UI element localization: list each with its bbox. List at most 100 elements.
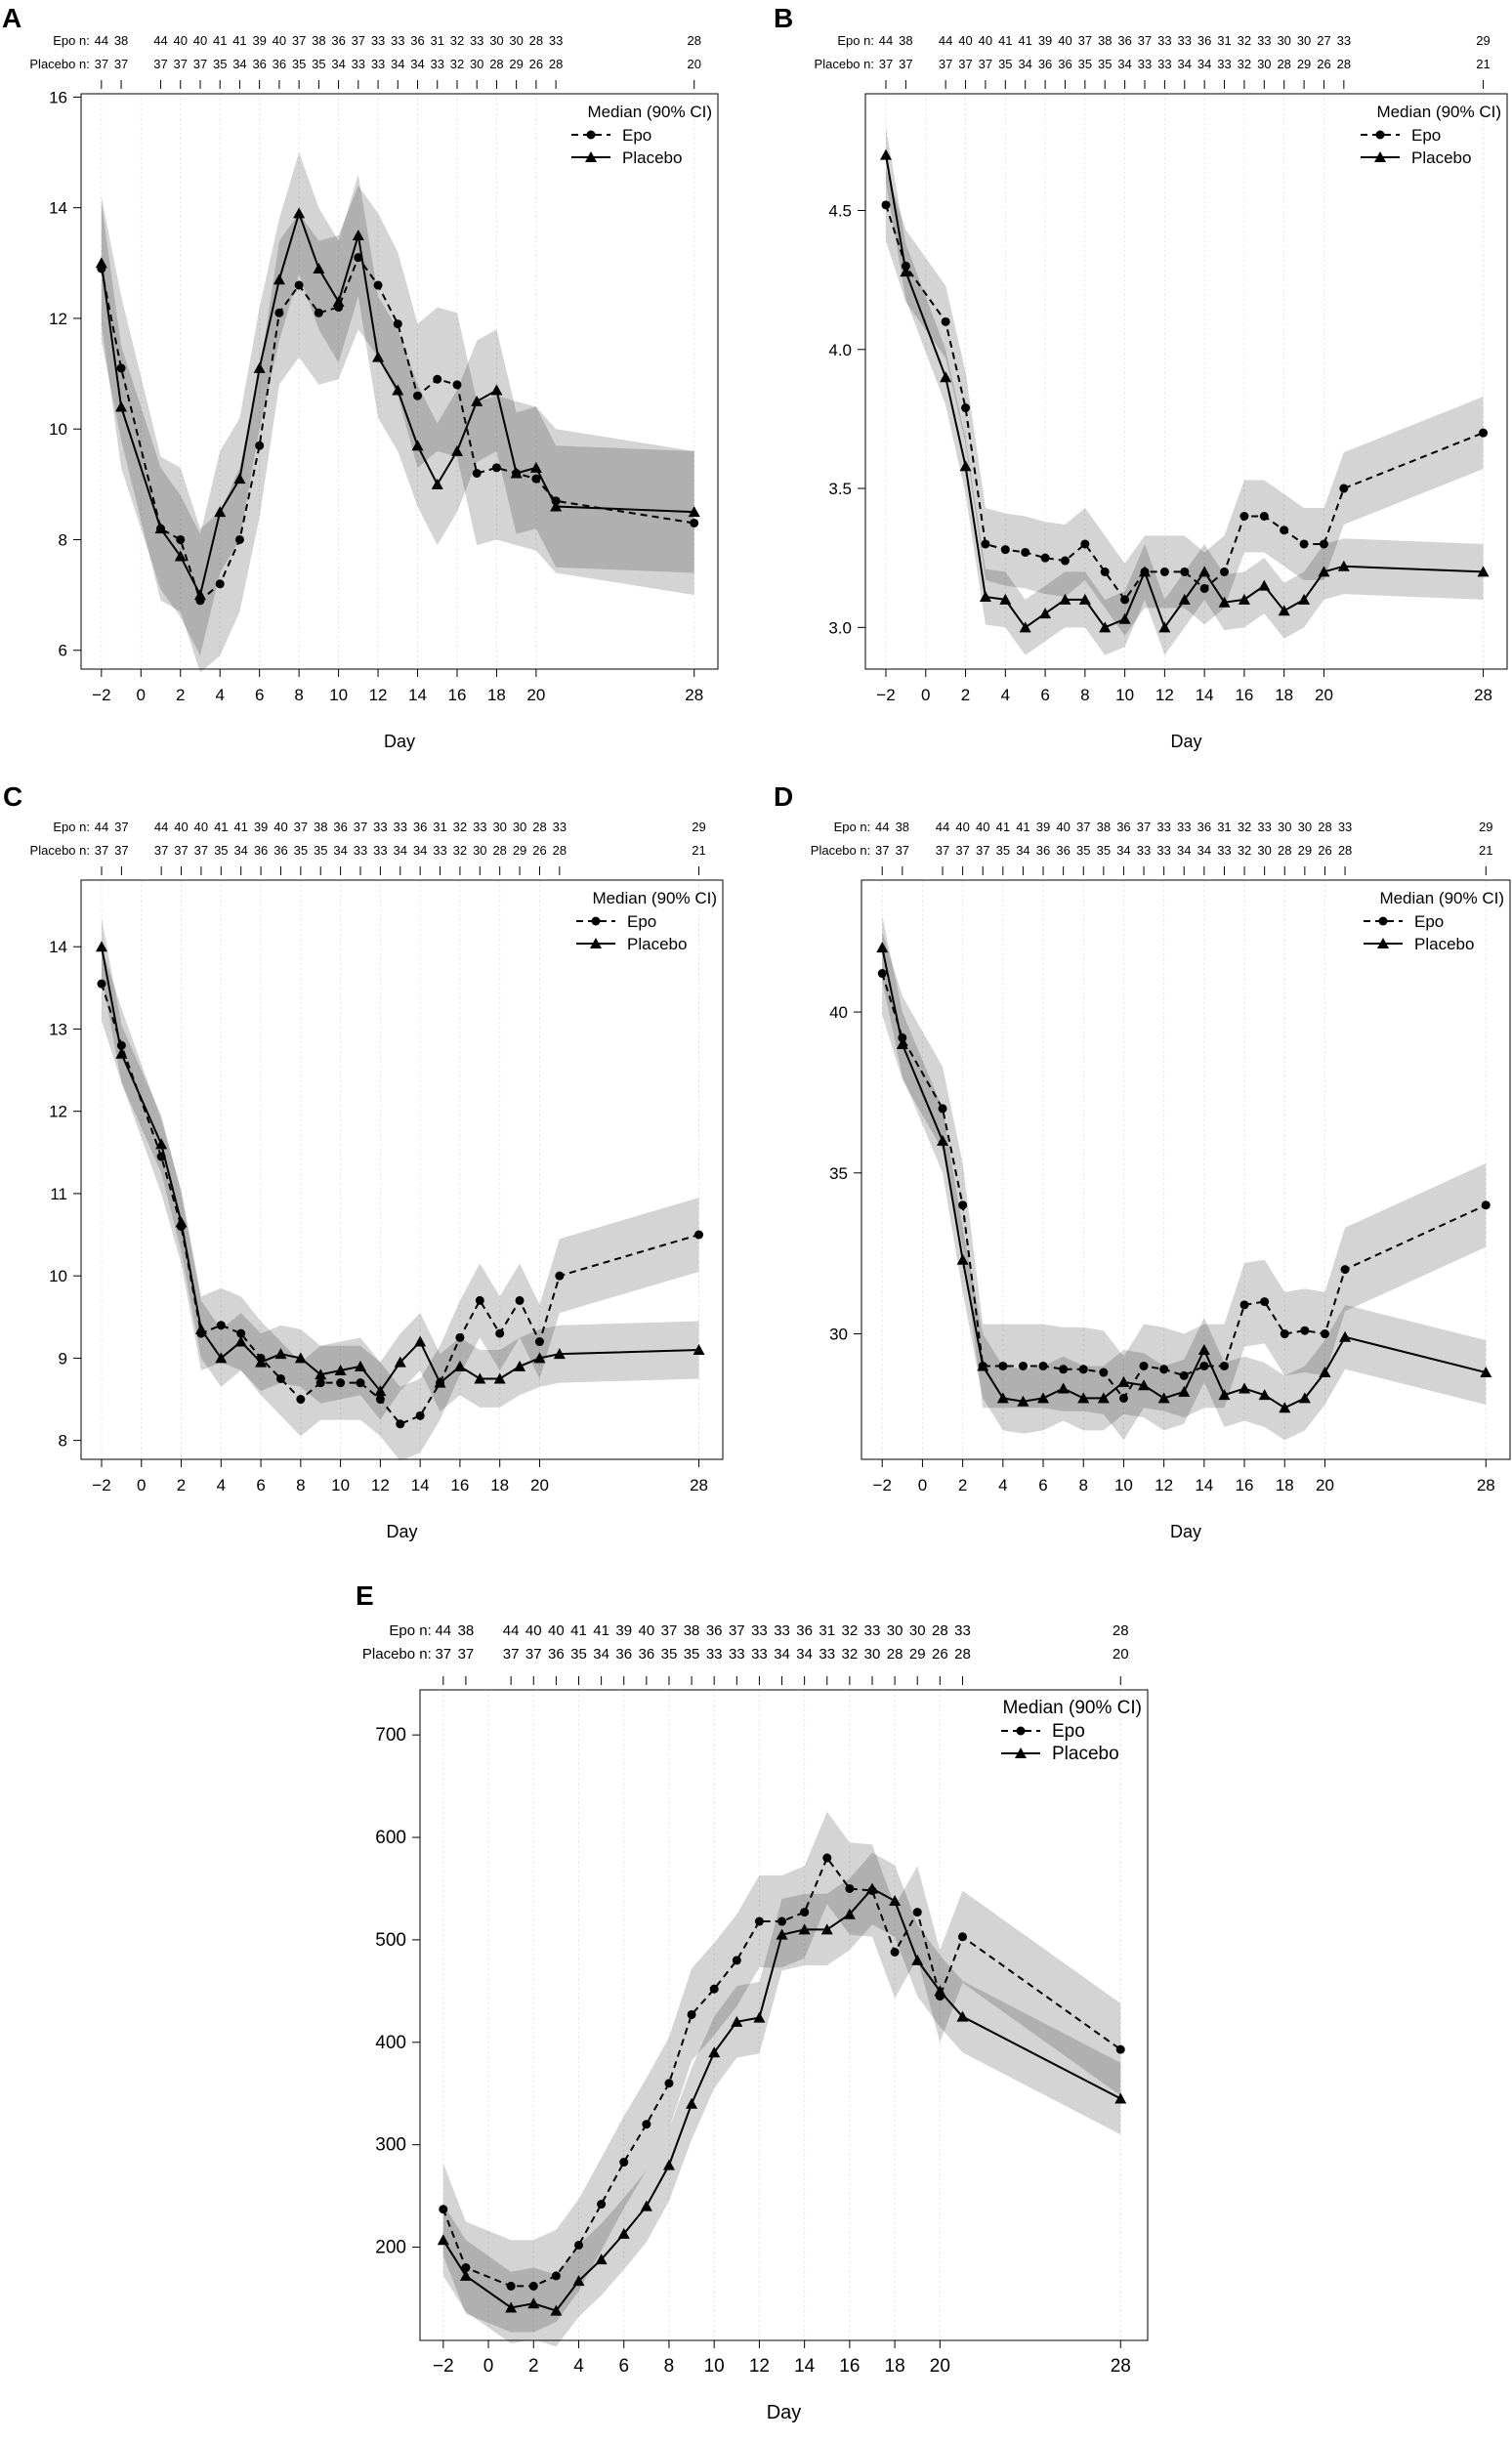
n-value: 37: [875, 843, 889, 858]
n-value: 44: [95, 820, 108, 834]
data-point-placebo: [434, 1376, 446, 1388]
data-point-placebo: [431, 478, 443, 489]
y-tick-label: 10: [49, 420, 67, 439]
n-value: 34: [1178, 57, 1192, 71]
n-value: 38: [899, 33, 912, 48]
n-value: 34: [391, 57, 404, 71]
x-tick-label: 16: [1235, 686, 1253, 704]
data-point-epo: [1040, 553, 1050, 563]
n-value: 36: [273, 843, 287, 858]
x-tick-label: 0: [483, 2356, 494, 2377]
data-point-placebo: [115, 1047, 128, 1059]
n-value: 33: [549, 33, 563, 48]
x-axis-label: Day: [767, 2402, 802, 2423]
n-value: 32: [842, 1622, 859, 1639]
n-value: 37: [174, 57, 188, 71]
n-value: 29: [909, 1646, 926, 1663]
data-point-placebo: [293, 207, 306, 219]
n-value: 32: [1238, 843, 1251, 858]
data-point-placebo: [529, 461, 542, 473]
n-value: 33: [473, 820, 486, 834]
data-point-placebo: [595, 2253, 608, 2265]
legend-title: Median (90% CI): [1376, 103, 1501, 121]
n-value: 26: [1317, 57, 1330, 71]
x-tick-label: 2: [176, 686, 185, 704]
n-value: 33: [1257, 33, 1271, 48]
n-row-label: Epo n:: [53, 33, 90, 48]
n-value: 41: [1018, 33, 1031, 48]
data-point-placebo: [294, 1352, 307, 1364]
data-point-placebo: [1059, 593, 1071, 605]
n-value: 34: [1117, 57, 1131, 71]
n-value: 37: [525, 1646, 542, 1663]
data-point-epo: [356, 1378, 365, 1388]
data-point-placebo: [394, 1356, 406, 1368]
plot-frame: [864, 93, 1508, 670]
n-row-label: Epo n:: [53, 820, 90, 834]
n-value: 36: [333, 820, 347, 834]
data-point-epo: [1239, 1300, 1249, 1310]
x-tick-label: 28: [1474, 686, 1492, 704]
n-value: 33: [1217, 843, 1231, 858]
n-value: 28: [532, 820, 546, 834]
data-point-placebo: [977, 1360, 989, 1371]
n-value: 38: [896, 820, 909, 834]
n-value: 40: [548, 1622, 565, 1639]
data-point-placebo: [215, 1352, 228, 1364]
n-value: 37: [939, 57, 952, 71]
x-tick-label: 4: [217, 1476, 226, 1495]
series-line-placebo: [101, 947, 699, 1393]
data-point-epo: [1239, 512, 1249, 522]
n-row-label: Epo n:: [389, 1622, 431, 1639]
data-point-placebo: [820, 1923, 833, 1935]
legend-title: Median (90% CI): [1379, 889, 1504, 907]
n-value: 44: [875, 820, 889, 834]
data-point-epo: [216, 1321, 226, 1330]
x-tick-label: 18: [490, 1476, 509, 1495]
data-point-placebo: [617, 2227, 630, 2239]
x-tick-label: 2: [177, 1476, 186, 1495]
n-value: 31: [431, 33, 444, 48]
data-point-placebo: [505, 2301, 518, 2313]
data-point-epo: [1059, 1365, 1069, 1374]
data-point-epo: [1078, 1365, 1088, 1374]
y-tick-label: 12: [49, 310, 67, 328]
n-value: 33: [373, 843, 387, 858]
panel-c: C 8 9 10 11 12 13 14 −2 0 2 4 6 8 10 12 14 16 18 20 28 Day Epo…: [3, 781, 724, 1541]
n-value: 34: [1197, 843, 1211, 858]
y-tick-label: 500: [375, 1930, 406, 1951]
data-point-epo: [1115, 2044, 1125, 2054]
panel-letter: D: [774, 781, 793, 812]
n-value: 36: [1197, 820, 1211, 834]
legend-label: Placebo: [1414, 935, 1474, 953]
n-value: 36: [252, 57, 266, 71]
data-point-epo: [1199, 583, 1209, 593]
n-value: 28: [489, 57, 503, 71]
data-point-epo: [822, 1853, 832, 1863]
data-point-epo: [296, 1395, 306, 1405]
data-point-epo: [433, 374, 442, 384]
data-point-epo: [1280, 1329, 1289, 1339]
x-tick-label: 0: [137, 1476, 146, 1495]
n-value: 28: [549, 57, 563, 71]
n-value: 33: [553, 820, 567, 834]
data-point-placebo: [1097, 1392, 1110, 1404]
n-value: 35: [294, 843, 308, 858]
n-value: 35: [214, 843, 228, 858]
n-value: 37: [435, 1646, 451, 1663]
legend-label: Epo: [627, 912, 656, 931]
n-value: 44: [503, 1622, 520, 1639]
data-point-epo: [1139, 1361, 1149, 1370]
n-value: 34: [774, 1646, 790, 1663]
data-point-placebo: [1099, 621, 1112, 633]
x-tick-label: 10: [1115, 686, 1134, 704]
n-row-label: Placebo n:: [811, 843, 870, 858]
x-tick-label: −2: [433, 2356, 454, 2377]
n-value: 32: [1238, 57, 1251, 71]
data-point-placebo: [1239, 1382, 1251, 1394]
series-line-placebo: [441, 1887, 1121, 2312]
legend-marker-triangle: [1015, 1747, 1027, 1758]
data-point-epo: [1479, 428, 1489, 438]
data-point-epo: [1179, 1370, 1189, 1380]
n-value: 28: [954, 1646, 971, 1663]
